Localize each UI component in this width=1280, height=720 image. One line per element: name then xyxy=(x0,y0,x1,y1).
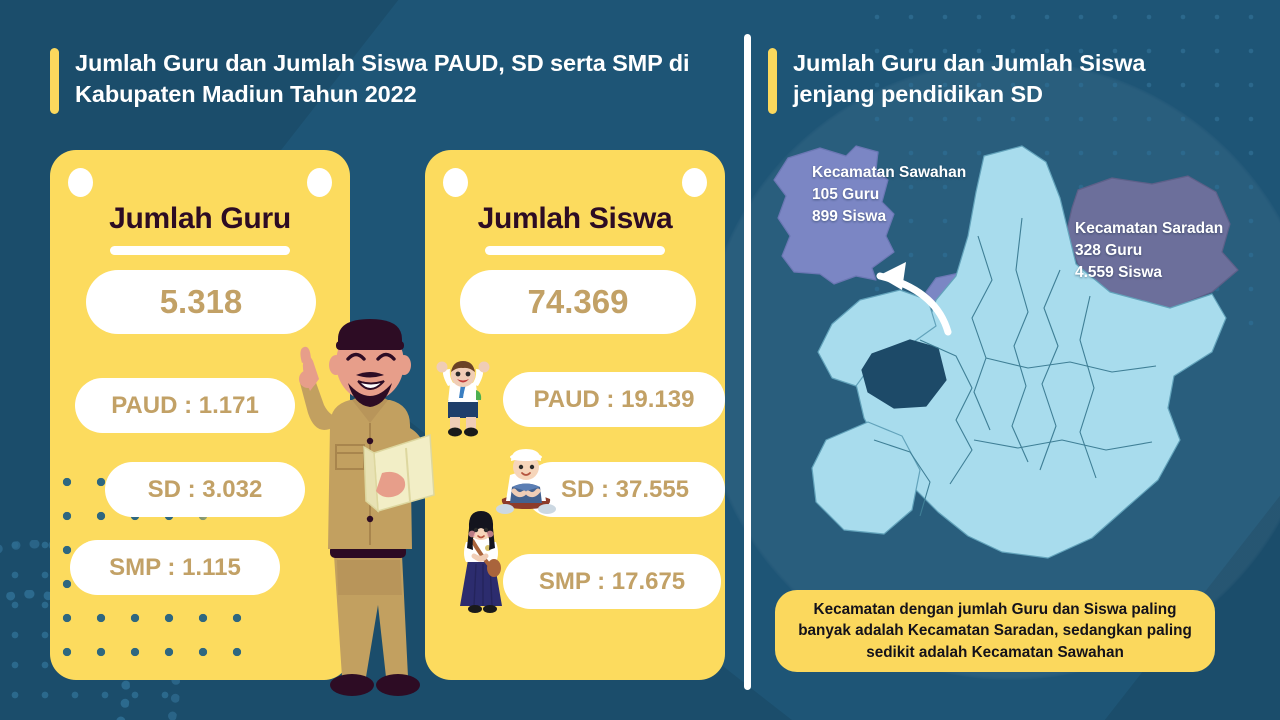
map-kabupaten-madiun: Kecamatan Sawahan 105 Guru 899 Siswa Kec… xyxy=(760,140,1260,570)
guru-paud-value: PAUD : 1.171 xyxy=(75,378,295,433)
guru-sd-value: SD : 3.032 xyxy=(105,462,305,517)
saradan-guru: 328 Guru xyxy=(1075,242,1143,259)
card-jumlah-guru: Jumlah Guru 5.318 PAUD : 1.171 SD : 3.03… xyxy=(50,150,350,680)
sawahan-guru: 105 Guru xyxy=(812,186,880,203)
right-header-text: Jumlah Guru dan Jumlah Siswa jenjang pen… xyxy=(793,50,1146,108)
teacher-illustration xyxy=(299,319,435,696)
map-label-sawahan: Kecamatan Sawahan 105 Guru 899 Siswa xyxy=(812,162,966,228)
map-svg xyxy=(773,145,1239,559)
map-region-dark-notch xyxy=(861,339,947,409)
punch-hole-right-icon xyxy=(682,168,707,197)
summary-note-box: Kecamatan dengan jumlah Guru dan Siswa p… xyxy=(775,590,1215,672)
guru-smp-value: SMP : 1.115 xyxy=(70,540,280,595)
guru-total-value: 5.318 xyxy=(86,270,316,334)
punch-hole-left-icon xyxy=(68,168,93,197)
sawahan-name: Kecamatan Sawahan xyxy=(812,164,967,181)
card-siswa-title: Jumlah Siswa xyxy=(477,202,673,235)
map-arrow-head-icon xyxy=(878,262,906,290)
siswa-total-value: 74.369 xyxy=(460,270,696,334)
siswa-sd-value: SD : 37.555 xyxy=(525,462,725,517)
siswa-smp-value: SMP : 17.675 xyxy=(503,554,721,609)
right-section-header: Jumlah Guru dan Jumlah Siswa jenjang pen… xyxy=(768,48,1223,118)
map-region-sawahan xyxy=(773,145,895,285)
punch-hole-right-icon xyxy=(307,168,332,197)
saradan-name: Kecamatan Saradan xyxy=(1075,220,1224,237)
header-accent-bar xyxy=(50,48,59,114)
vertical-divider xyxy=(744,34,751,690)
sawahan-siswa: 899 Siswa xyxy=(812,208,887,225)
card-title-underline xyxy=(485,246,665,255)
left-section-header: Jumlah Guru dan Jumlah Siswa PAUD, SD se… xyxy=(50,48,715,118)
saradan-siswa: 4.559 Siswa xyxy=(1075,264,1163,281)
punch-hole-left-icon xyxy=(443,168,468,197)
card-title-underline xyxy=(110,246,290,255)
siswa-paud-value: PAUD : 19.139 xyxy=(503,372,725,427)
student-smp-illustration xyxy=(460,511,502,613)
summary-note-text: Kecamatan dengan jumlah Guru dan Siswa p… xyxy=(798,601,1192,661)
left-header-text: Jumlah Guru dan Jumlah Siswa PAUD, SD se… xyxy=(75,50,690,108)
header-accent-bar xyxy=(768,48,777,114)
map-label-saradan: Kecamatan Saradan 328 Guru 4.559 Siswa xyxy=(1075,218,1223,284)
student-sd-illustration xyxy=(496,449,556,514)
card-guru-title: Jumlah Guru xyxy=(109,202,291,235)
student-paud-illustration xyxy=(436,361,490,437)
map-region-southwest xyxy=(811,421,921,535)
